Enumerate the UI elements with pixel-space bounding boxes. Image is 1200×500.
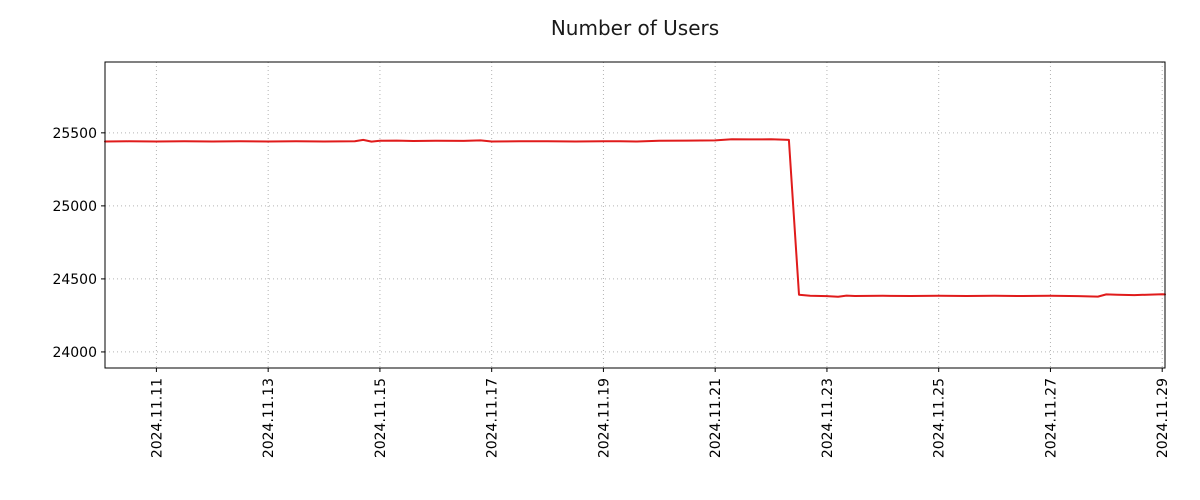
- x-tick-label: 2024.11.19: [596, 378, 612, 458]
- x-tick-label: 2024.11.13: [261, 378, 277, 458]
- chart-title: Number of Users: [550, 16, 720, 40]
- x-tick-label: 2024.11.21: [708, 378, 724, 458]
- plot-border: [104, 61, 1166, 369]
- x-tick-label: 2024.11.15: [373, 378, 389, 458]
- x-tick-label: 2024.11.25: [932, 378, 948, 458]
- data-series-line: [104, 138, 1166, 298]
- tick-marks: [101, 132, 1163, 372]
- y-tick-labels: 24000 24500 25000 25500: [52, 126, 97, 361]
- x-tick-label: 2024.11.29: [1155, 378, 1171, 458]
- x-tick-label: 2024.11.11: [149, 378, 165, 458]
- x-tick-label: 2024.11.23: [820, 378, 836, 458]
- grid-lines: [105, 62, 1165, 368]
- data-series: [104, 138, 1166, 298]
- y-tick-label: 24000: [52, 345, 97, 361]
- y-tick-label: 25500: [52, 126, 97, 142]
- x-tick-label: 2024.11.27: [1043, 378, 1059, 458]
- y-tick-label: 24500: [52, 272, 97, 288]
- x-tick-labels: 2024.11.11 2024.11.13 2024.11.15 2024.11.17…: [149, 378, 1171, 458]
- x-tick-label: 2024.11.17: [485, 378, 501, 458]
- y-tick-label: 25000: [52, 199, 97, 215]
